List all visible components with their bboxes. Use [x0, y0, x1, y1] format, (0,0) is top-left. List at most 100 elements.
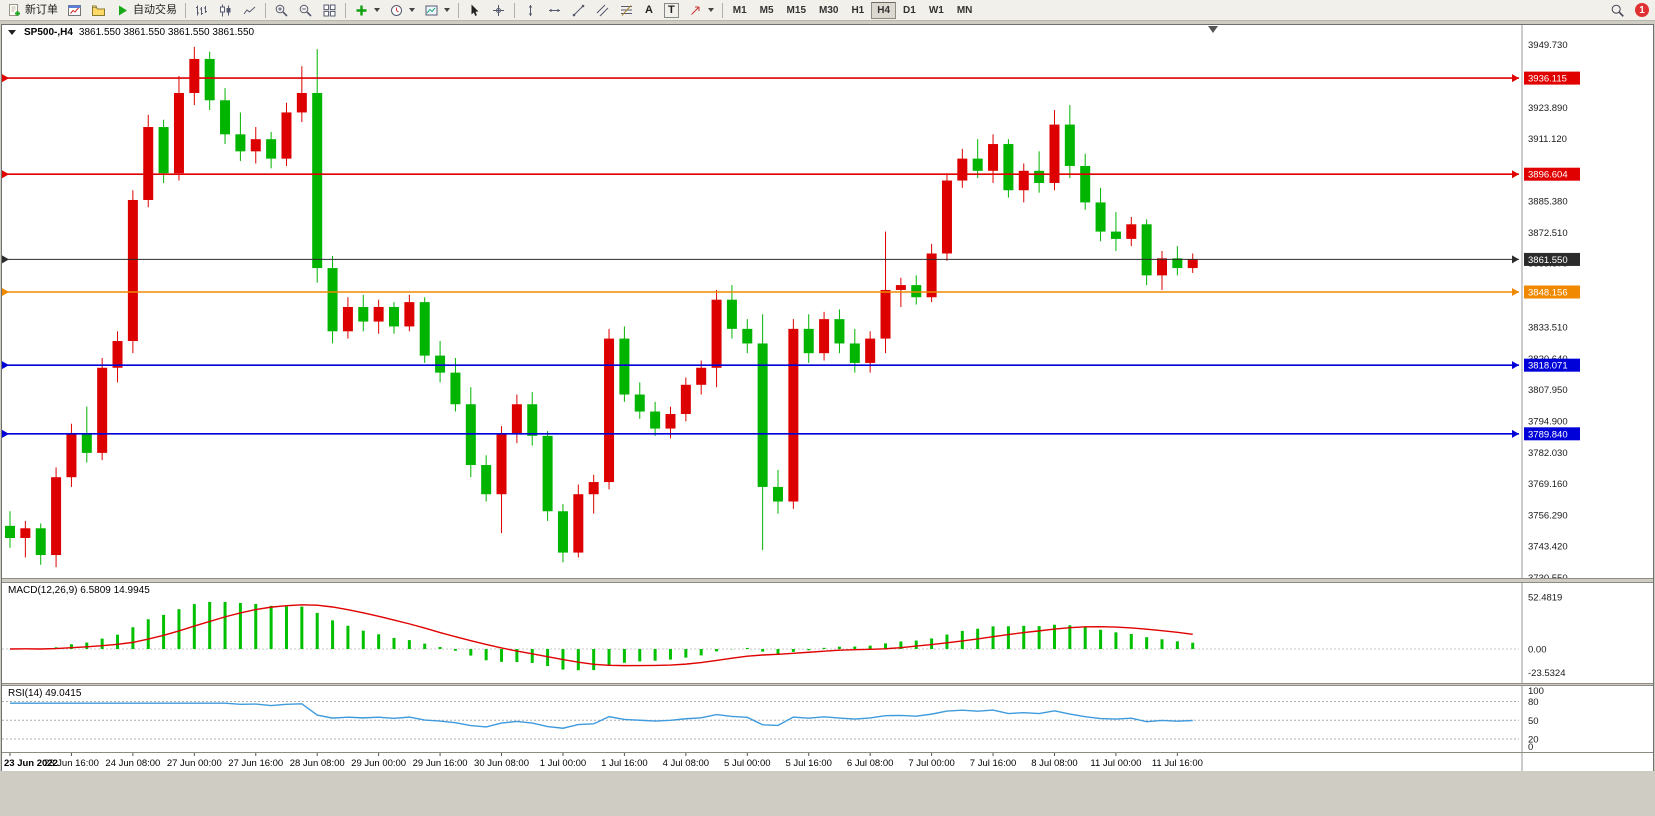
candle-body — [158, 127, 169, 174]
macd-svg[interactable]: 52.4819 0.00 -23.5324 — [2, 583, 1653, 683]
notification-badge[interactable]: 1 — [1635, 3, 1649, 17]
candle-body — [1080, 165, 1091, 203]
new-chart-button[interactable] — [63, 1, 86, 19]
timeframe-h1[interactable]: H1 — [845, 2, 870, 19]
timeframe-mn[interactable]: MN — [951, 2, 979, 19]
crosshair-icon — [493, 4, 504, 16]
candle-body — [865, 338, 876, 363]
timeframe-m5[interactable]: M5 — [754, 2, 780, 19]
candle-body — [1003, 144, 1014, 191]
timeframe-w1[interactable]: W1 — [923, 2, 950, 19]
candlestick-chart-button[interactable] — [214, 1, 237, 19]
candle-body — [435, 355, 446, 373]
current-price-badge — [1524, 252, 1580, 266]
time-axis-label: 8 Jul 08:00 — [1031, 758, 1077, 769]
time-axis-label: 5 Jul 00:00 — [724, 758, 770, 769]
candlestick-chart-icon — [220, 4, 231, 16]
price-axis-label: 3807.950 — [1528, 385, 1568, 396]
candle-body — [204, 58, 215, 101]
candle-body — [327, 268, 338, 332]
bar-chart-button[interactable] — [190, 1, 213, 19]
horizontal-line-button[interactable] — [543, 1, 566, 19]
candle-body — [527, 404, 538, 436]
toolbar: 新订单 自动交易 — [0, 0, 1655, 21]
crosshair-button[interactable] — [487, 1, 510, 19]
price-axis-label: 3911.120 — [1528, 134, 1567, 145]
auto-trading-label: 自动交易 — [133, 4, 177, 16]
trendline-button[interactable] — [567, 1, 590, 19]
candle-body — [1095, 202, 1106, 232]
candle-body — [312, 92, 323, 269]
tile-windows-button[interactable] — [318, 1, 341, 19]
periods-button[interactable] — [385, 1, 419, 19]
price-level-badge — [1524, 358, 1580, 372]
candle-body — [711, 299, 722, 368]
price-axis-label: 3949.730 — [1528, 40, 1568, 51]
time-axis-label: 27 Jun 16:00 — [228, 758, 283, 769]
time-axis-label: 11 Jul 00:00 — [1090, 758, 1141, 769]
time-axis-label: 7 Jul 00:00 — [908, 758, 954, 769]
price-axis-label: 3782.030 — [1528, 448, 1568, 459]
new-order-button[interactable]: 新订单 — [3, 1, 62, 19]
timeframe-m30[interactable]: M30 — [813, 2, 844, 19]
chart-shift-marker[interactable] — [1208, 26, 1218, 33]
vertical-line-button[interactable] — [519, 1, 542, 19]
label-tool-button[interactable]: T — [660, 1, 683, 19]
zoom-out-button[interactable] — [294, 1, 317, 19]
search-button[interactable] — [1606, 1, 1629, 19]
candle-body — [542, 435, 553, 512]
candle-body — [834, 319, 845, 344]
pane-splitter[interactable] — [2, 578, 1653, 583]
candle-body — [1110, 231, 1121, 239]
profiles-button[interactable] — [87, 1, 110, 19]
auto-trading-button[interactable]: 自动交易 — [111, 1, 181, 19]
search-icon — [1611, 4, 1624, 17]
level-right-marker — [1512, 170, 1519, 179]
price-badge-label: 3936.115 — [1528, 74, 1567, 85]
time-axis-label: 6 Jul 08:00 — [847, 758, 893, 769]
tile-windows-icon — [323, 4, 336, 16]
arrows-button[interactable] — [684, 1, 718, 19]
pane-splitter[interactable] — [2, 683, 1653, 686]
candle-body — [972, 158, 983, 171]
time-axis-label: 5 Jul 16:00 — [785, 758, 831, 769]
timeframe-h4[interactable]: H4 — [871, 1, 897, 19]
candle-body — [97, 367, 108, 453]
text-tool-button[interactable]: A — [639, 1, 659, 19]
zoom-in-button[interactable] — [270, 1, 293, 19]
price-badge-label: 3789.840 — [1528, 429, 1568, 440]
bar-chart-icon — [196, 5, 207, 15]
dropdown-caret-icon — [444, 8, 450, 12]
rsi-axis-label: 0 — [1528, 742, 1533, 752]
candle-body — [773, 486, 783, 502]
price-axis-label: 3756.290 — [1528, 510, 1568, 521]
candle-body — [911, 285, 922, 298]
candle-body — [573, 494, 584, 553]
timeframe-m1[interactable]: M1 — [727, 2, 753, 19]
cursor-button[interactable] — [463, 1, 486, 19]
candle-body — [926, 253, 937, 298]
candle-body — [1172, 258, 1183, 269]
timeframe-d1[interactable]: D1 — [897, 2, 922, 19]
candle-body — [604, 338, 615, 483]
candle-body — [1049, 124, 1060, 183]
candle-body — [81, 433, 92, 453]
time-axis-label: 11 Jul 16:00 — [1152, 758, 1203, 769]
candle-body — [788, 328, 799, 502]
templates-button[interactable] — [420, 1, 454, 19]
main-chart-svg[interactable]: 3949.730 3923.890 3911.120 3885.380 3872.510… — [2, 25, 1653, 578]
candle-body — [35, 528, 46, 556]
channel-button[interactable] — [591, 1, 614, 19]
line-chart-button[interactable] — [238, 1, 261, 19]
template-icon — [425, 5, 438, 15]
time-axis-label: 24 Jun 08:00 — [105, 758, 160, 769]
timeframe-m15[interactable]: M15 — [781, 2, 812, 19]
fibonacci-button[interactable] — [615, 1, 638, 19]
new-order-label: 新订单 — [25, 4, 58, 16]
candle-body — [1064, 124, 1075, 166]
candle-body — [51, 477, 62, 556]
indicators-button[interactable] — [350, 1, 384, 19]
toolbar-separator — [345, 2, 346, 18]
